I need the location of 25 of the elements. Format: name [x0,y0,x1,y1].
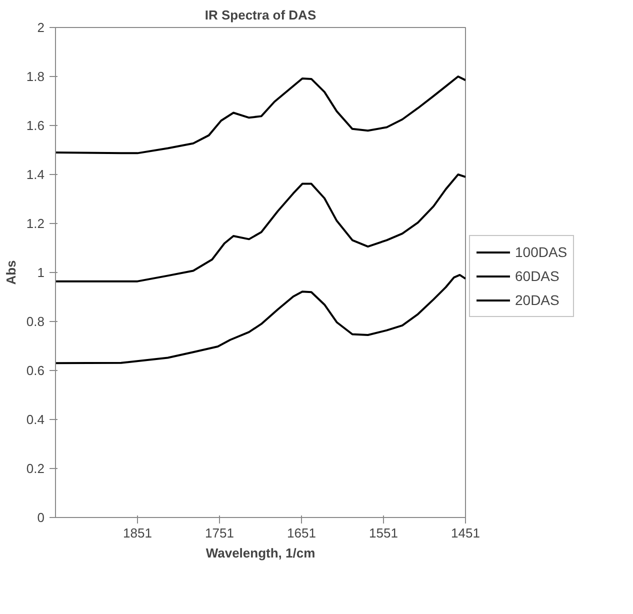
y-tick-label: 2 [37,20,45,35]
y-tick-label: 0.6 [26,363,45,378]
legend-label: 100DAS [515,244,568,260]
legend-label: 20DAS [515,292,560,308]
line-series [56,174,466,282]
y-tick-label: 0.2 [26,461,45,476]
y-tick-label: 1.6 [26,118,45,133]
y-tick-label: 1 [37,265,45,280]
y-tick-label: 1.8 [26,69,45,84]
x-tick-label: 1451 [451,526,480,540]
chart-title: IR Spectra of DAS [204,8,316,22]
line-series [56,274,466,364]
y-tick-label: 1.2 [26,216,45,231]
y-tick-label: 1.4 [26,167,45,182]
y-tick-label: 0 [37,510,45,525]
y-tick-label: 0.4 [26,412,45,427]
y-axis-title: Abs [3,260,18,285]
x-tick-label: 1551 [369,526,398,540]
legend-label: 60DAS [515,268,560,284]
x-tick-label: 1651 [287,526,316,540]
x-tick-label: 1751 [205,526,234,540]
x-axis-title: Wavelength, 1/cm [206,546,316,560]
x-tick-label: 1851 [123,526,152,540]
y-tick-label: 0.8 [26,314,45,329]
line-series [56,76,466,154]
